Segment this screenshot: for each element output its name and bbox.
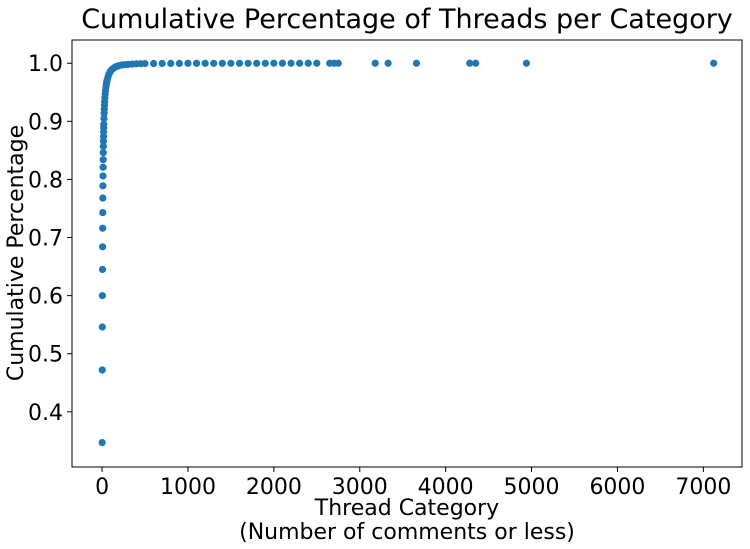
data-point — [98, 265, 107, 274]
data-point — [201, 59, 209, 67]
plot-frame — [71, 39, 743, 468]
data-point — [99, 172, 107, 180]
x-tick-label: 3000 — [332, 475, 388, 500]
x-tick-label: 1000 — [160, 475, 216, 500]
data-point — [99, 142, 107, 150]
data-point — [98, 439, 106, 447]
data-point — [278, 59, 287, 67]
data-point — [253, 59, 261, 67]
data-point — [99, 208, 107, 217]
data-point — [99, 182, 107, 190]
x-tick-label: 4000 — [418, 475, 474, 500]
data-point — [98, 243, 107, 251]
data-point — [150, 59, 158, 68]
x-axis-label: Thread Category — [314, 496, 499, 521]
data-point — [99, 194, 107, 202]
y-tick-label: 0.8 — [28, 168, 63, 193]
data-point — [99, 149, 107, 157]
data-point — [141, 59, 149, 68]
data-point — [522, 59, 530, 67]
x-axis-label-sub: (Number of comments or less) — [239, 520, 575, 545]
data-point — [466, 59, 474, 67]
x-tick-label: 6000 — [589, 475, 645, 500]
data-point — [304, 59, 312, 67]
data-point — [175, 59, 183, 68]
data-point — [261, 59, 269, 67]
data-point — [99, 156, 107, 164]
data-point — [244, 59, 252, 67]
data-point — [192, 59, 201, 67]
chart-title: Cumulative Percentage of Threads per Cat… — [81, 4, 733, 35]
data-point — [710, 59, 718, 67]
data-point — [100, 120, 108, 128]
y-tick-label: 0.9 — [28, 110, 63, 135]
data-point — [158, 59, 166, 68]
data-point — [227, 59, 235, 67]
data-point — [167, 59, 175, 68]
x-tick-label: 2000 — [246, 475, 302, 500]
data-point — [98, 323, 106, 331]
x-tick-label: 5000 — [504, 475, 560, 500]
data-point — [313, 59, 321, 67]
data-point — [100, 114, 108, 123]
data-point — [99, 224, 107, 232]
y-axis-ticks: 0.4 0.5 0.6 0.7 0.8 0.9 1.0 — [28, 52, 72, 426]
data-point — [98, 292, 107, 300]
data-point — [99, 163, 107, 171]
data-point — [384, 59, 392, 67]
data-point — [412, 59, 421, 67]
y-axis-label: Cumulative Percentage — [4, 125, 29, 381]
x-tick-label: 7000 — [675, 475, 731, 500]
x-tick-label: 0 — [95, 475, 109, 500]
data-point — [235, 59, 244, 67]
data-point — [472, 59, 480, 67]
data-point — [371, 59, 379, 67]
data-point — [218, 59, 226, 67]
data-point — [270, 59, 278, 67]
data-point — [98, 366, 106, 374]
y-tick-label: 0.4 — [28, 401, 63, 426]
data-point — [296, 59, 304, 67]
y-tick-label: 1.0 — [28, 52, 63, 77]
y-tick-label: 0.6 — [28, 285, 63, 310]
data-point — [210, 59, 218, 67]
y-tick-label: 0.7 — [28, 227, 63, 252]
data-point — [184, 59, 192, 67]
x-axis-ticks: 0 1000 2000 3000 4000 5000 6000 7000 — [95, 467, 731, 500]
y-tick-label: 0.5 — [28, 343, 63, 368]
data-point — [287, 59, 295, 67]
data-point — [334, 59, 342, 67]
scatter-points — [98, 59, 718, 447]
